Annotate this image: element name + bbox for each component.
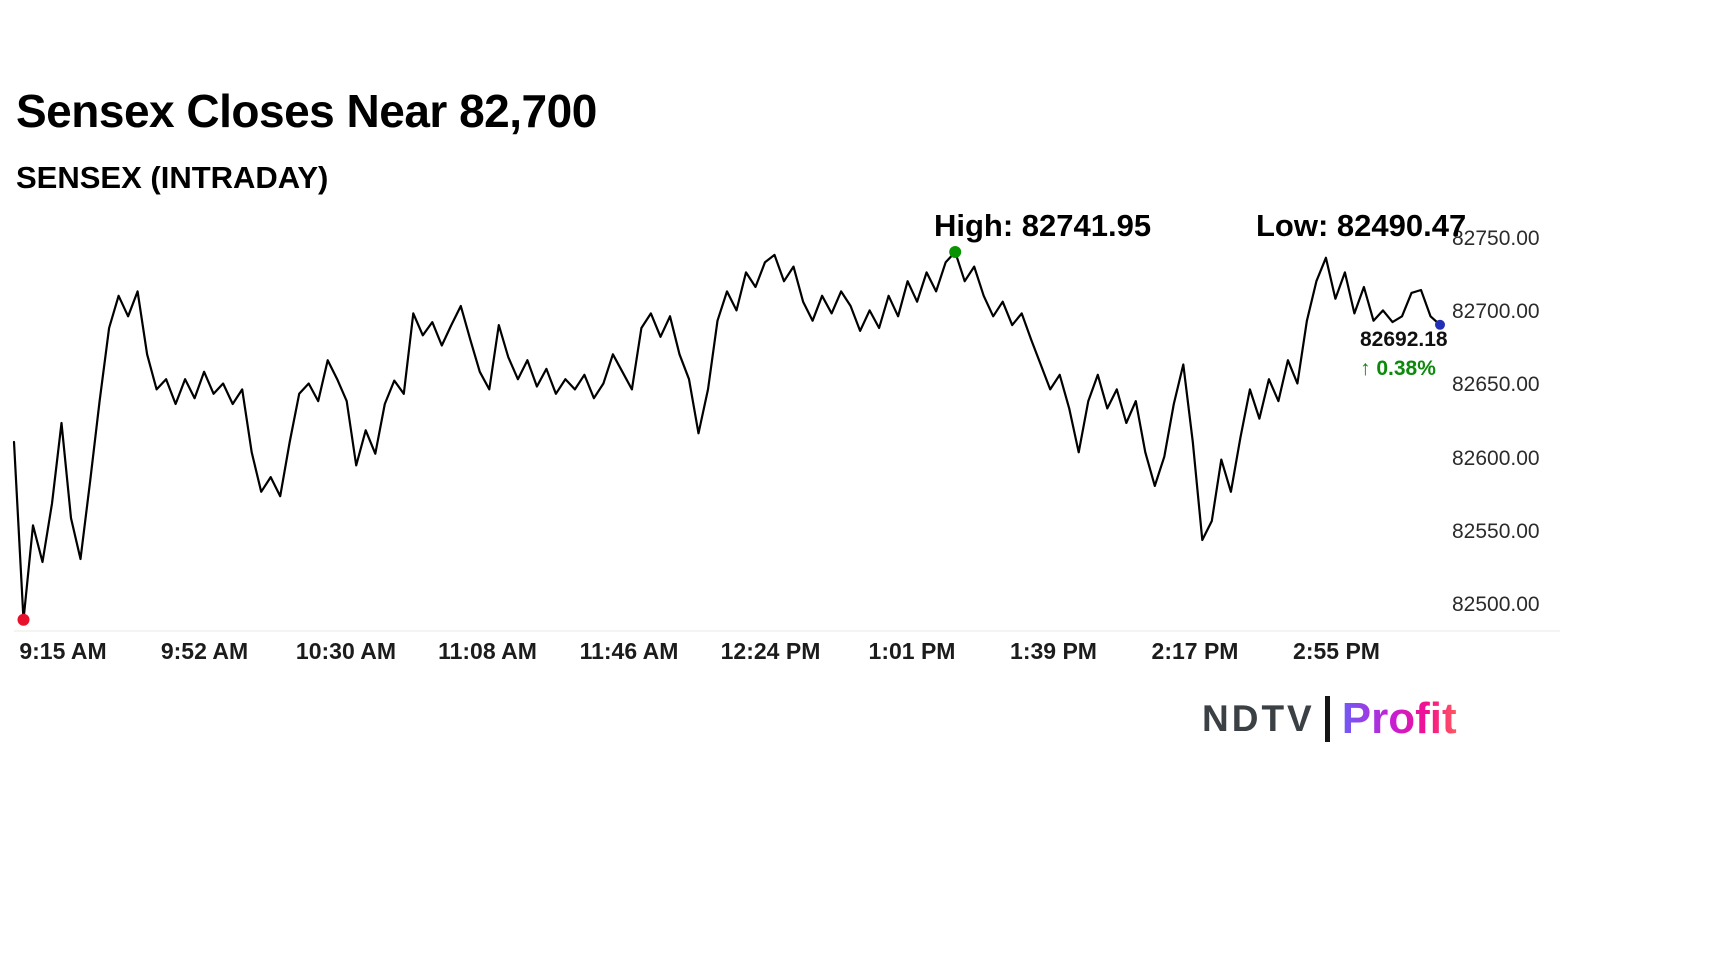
high-annotation: High: 82741.95: [934, 208, 1152, 243]
change-percent-annotation: ↑ 0.38%: [1360, 357, 1436, 380]
x-axis-label: 9:15 AM: [19, 638, 107, 664]
chart-subtitle: SENSEX (INTRADAY): [16, 160, 329, 195]
ndtv-logo-text: NDTV: [1202, 698, 1315, 739]
y-axis-label: 82700.00: [1452, 300, 1540, 323]
x-axis-label: 2:17 PM: [1151, 638, 1239, 664]
last-price-callout: 82692.18 ↑ 0.38%: [1360, 328, 1448, 381]
x-axis-label: 10:30 AM: [295, 638, 397, 664]
x-axis-label: 11:46 AM: [579, 638, 679, 664]
last-price-annotation: 82692.18: [1360, 328, 1448, 351]
y-axis-label: 82550.00: [1452, 520, 1540, 543]
x-axis-label: 1:01 PM: [868, 638, 956, 664]
day-low-dot: [17, 613, 30, 626]
y-axis-label: 82650.00: [1452, 373, 1540, 396]
x-axis-label: 2:55 PM: [1293, 638, 1380, 664]
y-axis-label: 82500.00: [1452, 593, 1540, 616]
price-line: [12, 250, 1442, 621]
day-high-dot: [949, 246, 962, 258]
page-title: Sensex Closes Near 82,700: [16, 85, 597, 137]
x-axis-label: 11:08 AM: [438, 638, 537, 664]
x-axis-label: 12:24 PM: [720, 638, 821, 664]
profit-logo-text: Profit: [1341, 694, 1457, 743]
low-annotation: Low: 82490.47: [1256, 208, 1467, 243]
last-price-dot: [1435, 319, 1445, 330]
y-axis-label: 82750.00: [1452, 227, 1540, 250]
x-axis-label: 9:52 AM: [160, 638, 249, 664]
ndtv-profit-logo: NDTV Profit: [1202, 694, 1457, 744]
y-axis-label: 82600.00: [1452, 447, 1540, 470]
x-axis-label: 1:39 PM: [1010, 638, 1097, 664]
logo-separator: [1324, 696, 1330, 742]
